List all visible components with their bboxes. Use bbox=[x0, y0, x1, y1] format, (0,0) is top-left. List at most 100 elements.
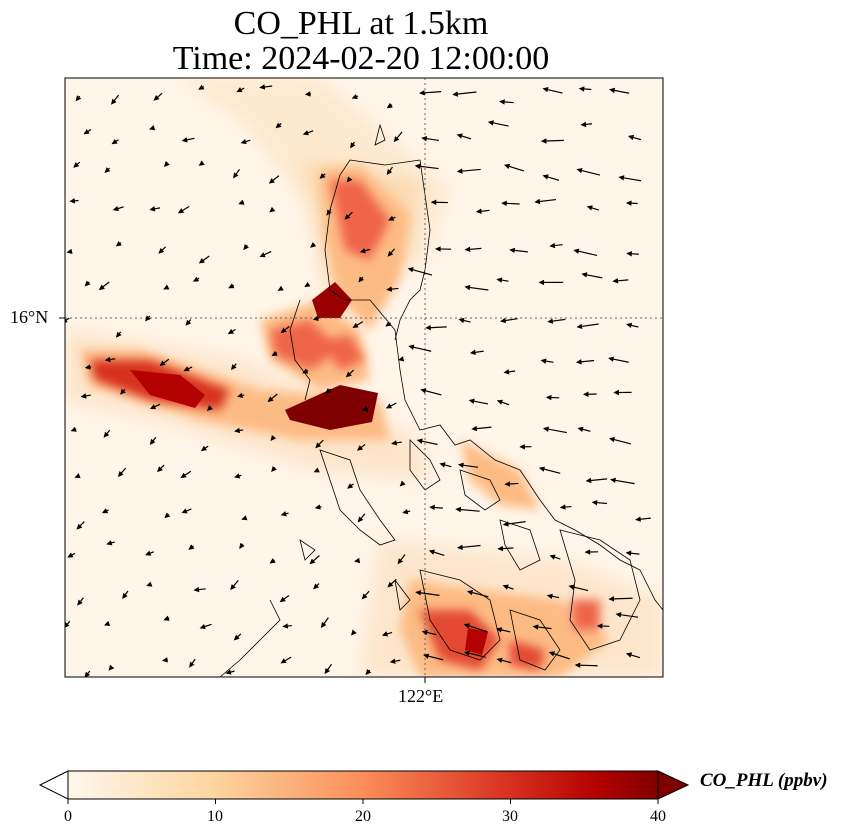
wind-arrow-head bbox=[146, 581, 153, 587]
wind-arrow-head bbox=[149, 125, 156, 131]
wind-arrow-head bbox=[238, 199, 245, 205]
wind-arrow-head bbox=[496, 399, 503, 405]
wind-arrow-head bbox=[310, 242, 317, 248]
wind-arrow-head bbox=[503, 369, 510, 375]
wind-arrow-head bbox=[386, 286, 393, 292]
wind-arrow-head bbox=[149, 438, 156, 445]
wind-arrow-head bbox=[452, 91, 459, 97]
wind-arrow-head bbox=[519, 444, 525, 450]
wind-arrow-head bbox=[497, 545, 504, 552]
wind-arrow-head bbox=[575, 359, 582, 365]
wind-arrow-head bbox=[84, 364, 91, 370]
wind-arrow-head bbox=[183, 366, 190, 372]
wind-arrow-head bbox=[282, 623, 289, 629]
wind-arrow-head bbox=[386, 102, 393, 109]
wind-arrow-head bbox=[230, 584, 236, 591]
wind-arrow-head bbox=[469, 349, 476, 355]
wind-arrow-head bbox=[346, 176, 353, 183]
wind-arrow-head bbox=[584, 549, 591, 555]
wind-arrow-head bbox=[193, 586, 200, 593]
wind-arrow-head bbox=[471, 425, 478, 432]
wind-arrow-head bbox=[608, 437, 616, 443]
colorbar bbox=[38, 770, 690, 804]
wind-arrow-head bbox=[386, 168, 393, 176]
wind-arrow-head bbox=[466, 590, 474, 596]
wind-arrow-head bbox=[108, 664, 115, 671]
wind-arrow-head bbox=[228, 283, 235, 289]
wind-arrow-head bbox=[103, 620, 111, 627]
wind-arrow-head bbox=[77, 599, 83, 606]
wind-arrow-head bbox=[268, 178, 275, 184]
wind-arrow-head bbox=[391, 440, 398, 446]
wind-arrow-head bbox=[225, 669, 232, 675]
wind-arrow-head bbox=[402, 509, 409, 515]
wind-arrow-head bbox=[80, 393, 87, 399]
wind-arrow-head bbox=[421, 629, 428, 636]
wind-arrow-head bbox=[503, 163, 511, 169]
wind-arrow-head bbox=[540, 138, 547, 144]
wind-arrow-head bbox=[580, 121, 587, 128]
wind-arrow-head bbox=[112, 205, 119, 212]
wind-arrow-head bbox=[104, 167, 111, 173]
colorbar-tick: 40 bbox=[650, 808, 666, 825]
wind-arrow-head bbox=[280, 511, 287, 517]
wind-arrow-head bbox=[267, 396, 274, 403]
wind-arrow-head bbox=[365, 669, 372, 675]
wind-arrow-head bbox=[354, 557, 361, 564]
wind-arrow-head bbox=[66, 248, 73, 255]
wind-arrow-head bbox=[504, 481, 511, 487]
wind-arrow-head bbox=[501, 200, 507, 207]
wind-arrow-head bbox=[456, 168, 463, 174]
wind-arrow-head bbox=[313, 467, 320, 473]
wind-arrow-head bbox=[387, 581, 394, 588]
wind-arrow-head bbox=[612, 278, 619, 284]
wind-arrow-head bbox=[259, 84, 266, 90]
wind-arrow-head bbox=[538, 279, 545, 286]
wind-arrow-head bbox=[269, 558, 276, 564]
wind-arrow-head bbox=[351, 93, 358, 99]
wind-arrow-head bbox=[430, 199, 437, 206]
wind-arrow-head bbox=[314, 504, 321, 510]
wind-arrow-head bbox=[69, 198, 76, 204]
wind-arrow-head bbox=[117, 471, 124, 478]
wind-arrow-head bbox=[280, 658, 287, 664]
wind-arrow-head bbox=[457, 462, 464, 468]
wind-arrow-head bbox=[83, 129, 90, 135]
wind-arrow-head bbox=[577, 426, 584, 432]
wind-arrow-head bbox=[230, 364, 237, 371]
wind-arrow-head bbox=[464, 284, 471, 291]
wind-arrow-head bbox=[581, 272, 588, 278]
wind-arrow-head bbox=[259, 252, 266, 258]
wind-arrow-head bbox=[625, 200, 632, 206]
wind-arrow-head bbox=[111, 138, 118, 145]
wind-arrow-head bbox=[385, 403, 393, 409]
wind-arrow-head bbox=[509, 247, 516, 254]
wind-arrow-head bbox=[347, 483, 354, 489]
wind-arrow-head bbox=[157, 466, 163, 473]
wind-arrow-head bbox=[543, 426, 549, 432]
wind-arrow-head bbox=[456, 133, 463, 139]
wind-arrow-head bbox=[626, 322, 633, 329]
wind-arrow-head bbox=[280, 327, 287, 334]
wind-arrow-head bbox=[548, 651, 555, 657]
wind-arrow-head bbox=[546, 593, 553, 599]
wind-arrow-head bbox=[464, 246, 471, 253]
wind-arrow-head bbox=[608, 596, 615, 602]
colorbar-tick: 0 bbox=[64, 808, 72, 825]
wind-arrow-head bbox=[149, 206, 156, 212]
wind-arrow-head bbox=[101, 508, 109, 514]
wind-arrow-head bbox=[609, 87, 616, 94]
wind-arrow-head bbox=[104, 356, 111, 363]
wind-arrow-head bbox=[76, 523, 83, 530]
wind-arrow-head bbox=[576, 167, 583, 174]
wind-arrow-head bbox=[547, 318, 554, 324]
wind-arrow-head bbox=[352, 322, 359, 329]
colorbar-tick: 10 bbox=[207, 808, 223, 825]
wind-arrow-head bbox=[389, 658, 396, 664]
wind-arrow-head bbox=[74, 473, 81, 479]
latitude-label: 16°N bbox=[10, 307, 49, 327]
wind-arrow-head bbox=[163, 161, 170, 167]
wind-arrow-head bbox=[500, 317, 506, 324]
wind-arrow-head bbox=[271, 466, 277, 473]
